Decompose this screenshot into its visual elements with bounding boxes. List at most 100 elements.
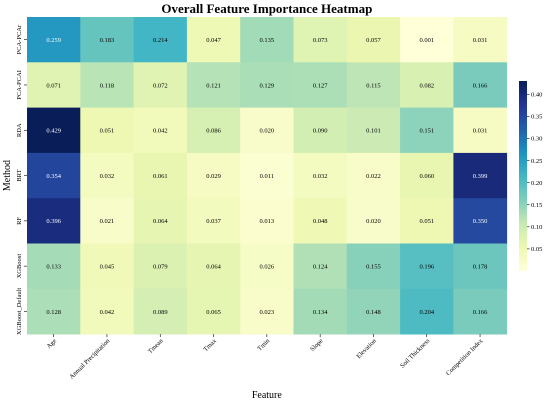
heatmap-cell xyxy=(27,243,81,290)
heatmap-cell xyxy=(80,243,134,290)
cell-value-label: 0.118 xyxy=(100,82,114,89)
heatmap-cell xyxy=(400,243,454,290)
heatmap-cell xyxy=(453,107,508,154)
cell-value-label: 0.011 xyxy=(260,173,274,180)
x-tick-label: Tmax xyxy=(202,337,218,353)
chart-title: Overall Feature Importance Heatmap xyxy=(161,1,372,16)
cell-value-label: 0.065 xyxy=(206,309,221,316)
cell-value-label: 0.061 xyxy=(153,173,168,180)
cell-value-label: 0.196 xyxy=(419,263,434,270)
heatmap-cell xyxy=(400,288,454,335)
cell-value-label: 0.128 xyxy=(46,309,61,316)
cell-value-label: 0.127 xyxy=(313,82,328,89)
heatmap-cell xyxy=(453,288,508,335)
heatmap-cell xyxy=(133,62,188,108)
heatmap-cell xyxy=(186,152,241,199)
colorbar-tick-label: 0.40 xyxy=(531,92,542,99)
heatmap-cell xyxy=(186,243,241,290)
heatmap-cell xyxy=(133,243,188,290)
heatmap-cell xyxy=(240,243,294,290)
heatmap-cell xyxy=(80,17,134,63)
heatmap-cell xyxy=(240,17,294,63)
cell-value-label: 0.048 xyxy=(313,218,328,225)
colorbar-tick-label: 0.10 xyxy=(531,224,542,231)
heatmap-cell xyxy=(346,17,401,63)
heatmap-cell xyxy=(346,288,401,335)
heatmap-cell xyxy=(27,17,81,63)
heatmap-cell xyxy=(27,198,81,244)
cell-value-label: 0.001 xyxy=(419,37,434,44)
cell-value-label: 0.259 xyxy=(46,37,61,44)
heatmap-cell xyxy=(293,243,348,290)
colorbar-tick-label: 0.35 xyxy=(531,114,542,121)
cell-value-label: 0.051 xyxy=(100,128,115,135)
cell-value-label: 0.013 xyxy=(260,218,275,225)
cell-value-label: 0.060 xyxy=(419,173,434,180)
cell-value-label: 0.183 xyxy=(100,37,115,44)
cell-value-label: 0.032 xyxy=(313,173,328,180)
heatmap-cell xyxy=(453,152,508,199)
cell-value-label: 0.073 xyxy=(313,37,328,44)
cell-value-label: 0.042 xyxy=(153,128,168,135)
heatmap-cells: 0.259 0.183 0.214 0.047 0.135 0.073 0.057 0.001… xyxy=(27,17,508,335)
x-tick-label: Elevation xyxy=(355,337,378,360)
heatmap-cell xyxy=(80,152,134,199)
colorbar-tick-label: 0.20 xyxy=(531,180,542,187)
colorbar-tick-label: 0.30 xyxy=(531,136,542,143)
cell-value-label: 0.129 xyxy=(260,82,275,89)
cell-value-label: 0.148 xyxy=(366,309,381,316)
cell-value-label: 0.031 xyxy=(473,128,488,135)
cell-value-label: 0.064 xyxy=(153,218,168,225)
heatmap-cell xyxy=(240,198,294,244)
cell-value-label: 0.115 xyxy=(366,82,380,89)
cell-value-label: 0.079 xyxy=(153,263,168,270)
heatmap-cell xyxy=(80,107,134,154)
heatmap-cell xyxy=(80,288,134,335)
cell-value-label: 0.135 xyxy=(260,37,275,44)
cell-value-label: 0.022 xyxy=(366,173,381,180)
x-tick-label: Slope xyxy=(309,337,325,353)
heatmap-cell xyxy=(400,62,454,108)
cell-value-label: 0.155 xyxy=(366,263,381,270)
heatmap-cell xyxy=(80,198,134,244)
heatmap-cell xyxy=(293,198,348,244)
y-tick-label: XGBoost xyxy=(16,254,23,279)
heatmap-cell xyxy=(293,62,348,108)
x-tick-label: Age xyxy=(45,337,58,350)
x-tick-labels: Age Annual Precipitation Tmean Tmax Tmin Slop… xyxy=(45,334,485,381)
colorbar-ticks: 0.05 0.10 0.15 0.20 0.25 0.30 0.35 0.40 xyxy=(527,92,542,253)
heatmap-cell xyxy=(240,288,294,335)
cell-value-label: 0.124 xyxy=(313,263,328,270)
x-tick-label: Soil Thickness xyxy=(399,337,431,369)
x-tick-label: Tmean xyxy=(147,337,165,355)
colorbar-tick-label: 0.15 xyxy=(531,202,542,209)
heatmap-cell xyxy=(186,107,241,154)
cell-value-label: 0.121 xyxy=(206,82,221,89)
cell-value-label: 0.021 xyxy=(100,218,115,225)
heatmap-cell xyxy=(293,17,348,63)
y-tick-label: PCA-PCAr xyxy=(16,24,23,54)
heatmap-cell xyxy=(133,107,188,154)
cell-value-label: 0.020 xyxy=(260,128,275,135)
heatmap-cell xyxy=(240,107,294,154)
cell-value-label: 0.133 xyxy=(46,263,61,270)
x-tick-label: Tmin xyxy=(256,337,271,352)
cell-value-label: 0.064 xyxy=(206,263,221,270)
y-tick-label: XGBoost_Default xyxy=(16,288,23,335)
heatmap-cell xyxy=(346,243,401,290)
heatmap-cell xyxy=(80,62,134,108)
colorbar xyxy=(519,81,527,271)
heatmap-cell xyxy=(27,107,81,154)
cell-value-label: 0.101 xyxy=(366,128,381,135)
heatmap-cell xyxy=(346,152,401,199)
heatmap-cell xyxy=(240,62,294,108)
cell-value-label: 0.026 xyxy=(260,263,275,270)
cell-value-label: 0.029 xyxy=(206,173,221,180)
heatmap-cell xyxy=(346,62,401,108)
heatmap-cell xyxy=(400,152,454,199)
cell-value-label: 0.020 xyxy=(366,218,381,225)
heatmap-cell xyxy=(346,198,401,244)
heatmap-cell xyxy=(240,152,294,199)
cell-value-label: 0.071 xyxy=(46,82,61,89)
